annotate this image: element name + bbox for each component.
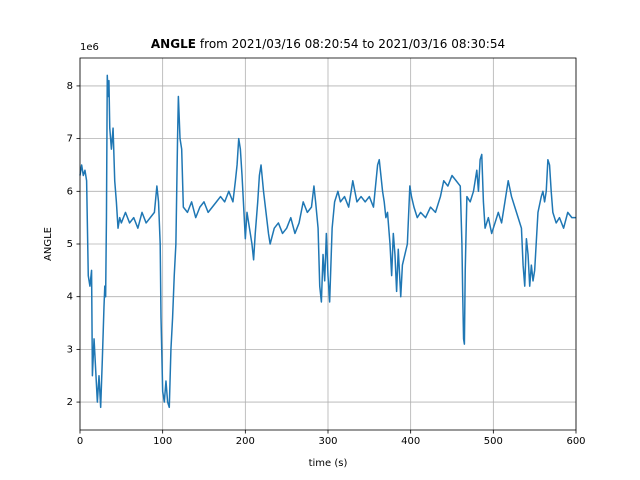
- y-axis-label: ANGLE: [43, 227, 54, 261]
- y-tick-label: 8: [67, 81, 73, 92]
- x-tick-label: 400: [401, 436, 420, 447]
- plot-frame: [79, 57, 577, 431]
- x-tick-label: 500: [484, 436, 503, 447]
- title-rest: from 2021/03/16 08:20:54 to 2021/03/16 0…: [200, 37, 505, 51]
- title-bold: ANGLE: [151, 37, 196, 51]
- y-tick-label: 3: [67, 344, 73, 355]
- chart-title: ANGLE from 2021/03/16 08:20:54 to 2021/03…: [151, 37, 505, 51]
- x-tick-label: 100: [153, 436, 172, 447]
- x-axis-label: time (s): [309, 458, 348, 469]
- y-tick-label: 7: [67, 134, 73, 145]
- x-tick-label: 200: [236, 436, 255, 447]
- y-tick-label: 5: [67, 239, 73, 250]
- y-offset-label: 1e6: [80, 42, 99, 53]
- y-tick-label: 4: [67, 292, 73, 303]
- x-tick-label: 300: [318, 436, 337, 447]
- y-tick-label: 2: [67, 397, 73, 408]
- x-tick-label: 600: [566, 436, 585, 447]
- x-tick-label: 0: [77, 436, 83, 447]
- y-tick-label: 6: [67, 186, 73, 197]
- data-line: [79, 74, 576, 409]
